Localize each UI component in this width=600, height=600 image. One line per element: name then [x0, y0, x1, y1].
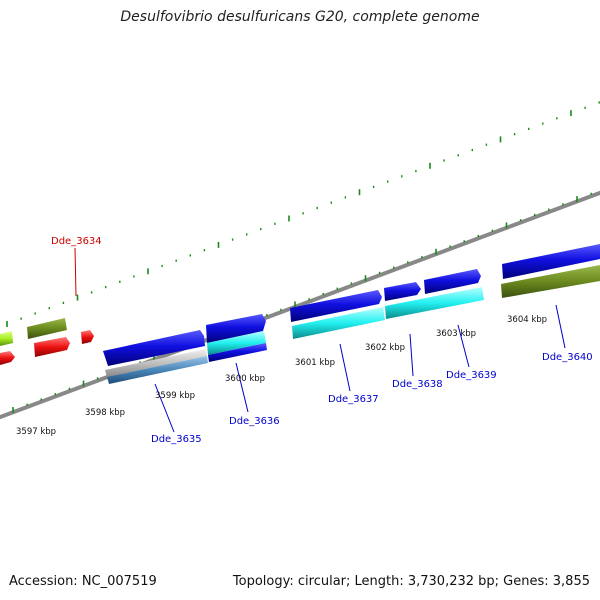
- leader-line-dde-3634: [74, 247, 77, 297]
- leader-line-dde-3637: [339, 343, 351, 392]
- forward-strand-genes: [0, 244, 600, 366]
- gene-arrow[interactable]: [207, 331, 266, 355]
- reverse-strand-genes: [0, 265, 600, 384]
- scale-label: 3604 kbp: [507, 315, 547, 325]
- gene-arrow[interactable]: [81, 330, 94, 344]
- leader-line-dde-3636: [235, 362, 249, 413]
- gene-arrow[interactable]: [502, 244, 600, 279]
- scale-label: 3598 kbp: [85, 408, 125, 418]
- leader-line-dde-3638: [409, 333, 414, 377]
- gene-arrow[interactable]: [34, 337, 70, 357]
- leader-line-dde-3635: [154, 383, 175, 433]
- gene-arrow[interactable]: [424, 269, 481, 294]
- topology-text: Topology: circular; Length: 3,730,232 bp…: [232, 574, 590, 589]
- gene-arrow[interactable]: [501, 265, 600, 298]
- gene-arrow[interactable]: [206, 314, 266, 343]
- accession-text: Accession: NC_007519: [9, 574, 157, 589]
- leader-line-dde-3639: [457, 324, 470, 368]
- gene-label-dde-3635[interactable]: Dde_3635: [151, 434, 202, 445]
- gene-label-dde-3639[interactable]: Dde_3639: [446, 370, 497, 381]
- gene-arrow[interactable]: [0, 331, 13, 346]
- gene-arrow[interactable]: [105, 349, 207, 377]
- scale-label: 3600 kbp: [225, 374, 265, 384]
- scale-label: 3603 kbp: [436, 329, 476, 339]
- gene-arrow[interactable]: [107, 356, 208, 384]
- gene-label-dde-3634[interactable]: Dde_3634: [51, 236, 102, 247]
- scale-label: 3597 kbp: [16, 427, 56, 437]
- gene-arrow[interactable]: [385, 287, 484, 319]
- gene-labels: Dde_3634 Dde_3635 Dde_3636 Dde_3637 Dde_…: [51, 236, 593, 445]
- gene-label-dde-3638[interactable]: Dde_3638: [392, 379, 443, 390]
- gene-label-dde-3637[interactable]: Dde_3637: [328, 394, 379, 405]
- map-title: Desulfovibrio desulfuricans G20, complet…: [120, 9, 480, 25]
- gene-arrow[interactable]: [292, 307, 385, 339]
- gene-arrow[interactable]: [27, 318, 67, 339]
- gene-label-dde-3636[interactable]: Dde_3636: [229, 416, 280, 427]
- gene-arrow[interactable]: [103, 330, 205, 366]
- gene-arrow[interactable]: [384, 282, 421, 301]
- gene-arrow[interactable]: [0, 351, 15, 365]
- scale-label: 3601 kbp: [295, 358, 335, 368]
- leader-line-dde-3640: [555, 304, 566, 349]
- leader-lines: [74, 247, 566, 433]
- gene-arrow[interactable]: [208, 343, 267, 362]
- scale-label: 3599 kbp: [155, 391, 195, 401]
- scale-ticks-outer: [6, 101, 600, 327]
- genome-backbone: [0, 156, 600, 454]
- gene-label-dde-3640[interactable]: Dde_3640: [542, 352, 593, 363]
- scale-labels: 3597 kbp 3598 kbp 3599 kbp 3600 kbp 3601…: [16, 315, 547, 437]
- scale-label: 3602 kbp: [365, 343, 405, 353]
- gene-arrow[interactable]: [290, 290, 382, 322]
